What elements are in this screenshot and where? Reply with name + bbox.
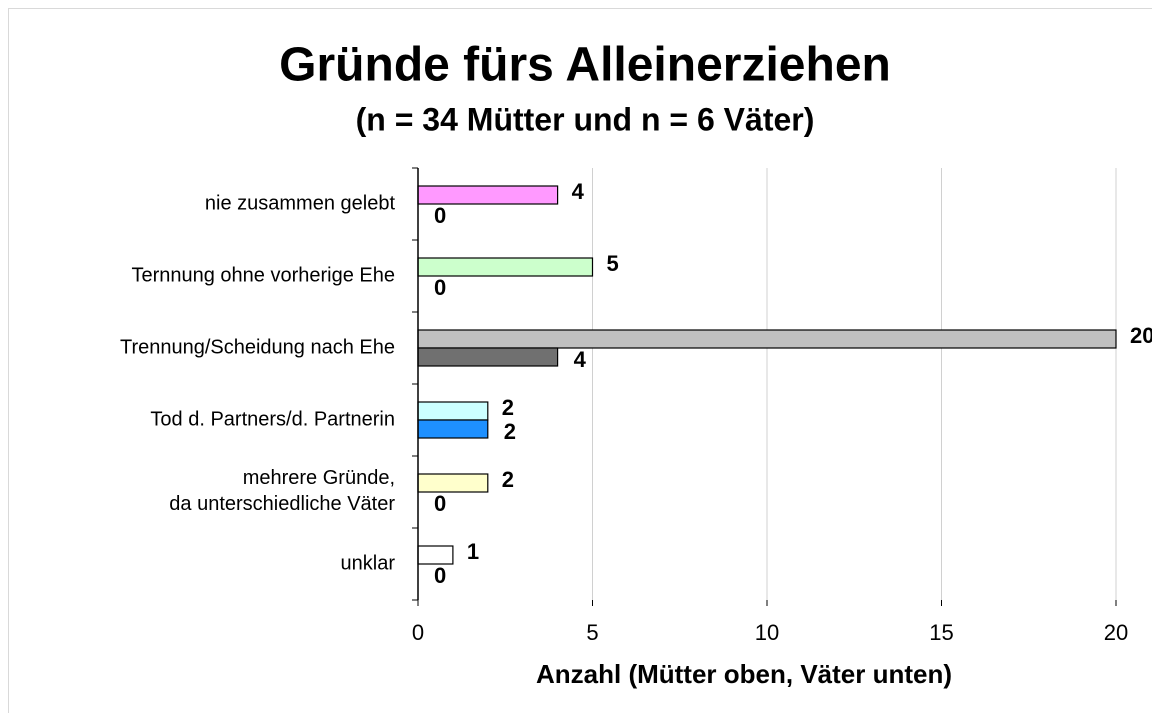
- value-label: 20: [1130, 323, 1152, 348]
- bar: [417, 347, 559, 367]
- bar: [417, 545, 454, 565]
- value-label: 0: [434, 203, 446, 228]
- x-tick-label: 5: [586, 620, 598, 645]
- bar: [417, 473, 489, 493]
- value-label: 4: [572, 179, 585, 204]
- value-label: 0: [434, 275, 446, 300]
- y-tick-label: unklar: [341, 552, 396, 574]
- y-tick-label: nie zusammen gelebt: [205, 192, 396, 214]
- bar: [417, 185, 559, 205]
- chart-frame: [8, 8, 1152, 713]
- value-label: 4: [574, 347, 587, 372]
- y-tick-label: mehrere Gründe, da unterschiedliche Väter: [169, 467, 395, 515]
- x-tick-label: 15: [929, 620, 953, 645]
- value-label: 0: [434, 563, 446, 588]
- value-label: 2: [502, 467, 514, 492]
- bar: [417, 419, 489, 439]
- chart-subtitle: (n = 34 Mütter und n = 6 Väter): [356, 101, 815, 137]
- value-label: 2: [502, 395, 514, 420]
- y-tick-label: Tod d. Partners/d. Partnerin: [150, 408, 395, 430]
- bar: [417, 401, 489, 421]
- y-tick-label: Trennung/Scheidung nach Ehe: [120, 336, 395, 358]
- bar: [417, 257, 594, 277]
- bar: [417, 329, 1117, 349]
- x-tick-label: 20: [1104, 620, 1128, 645]
- chart-title: Gründe fürs Alleinerziehen: [279, 39, 891, 92]
- x-tick-label: 0: [412, 620, 424, 645]
- x-axis-label: Anzahl (Mütter oben, Väter unten): [536, 659, 952, 689]
- x-tick-label: 10: [755, 620, 779, 645]
- value-label: 0: [434, 491, 446, 516]
- value-label: 1: [467, 539, 479, 564]
- value-label: 5: [607, 251, 619, 276]
- y-tick-label: Ternnung ohne vorherige Ehe: [131, 264, 395, 286]
- value-label: 2: [504, 419, 516, 444]
